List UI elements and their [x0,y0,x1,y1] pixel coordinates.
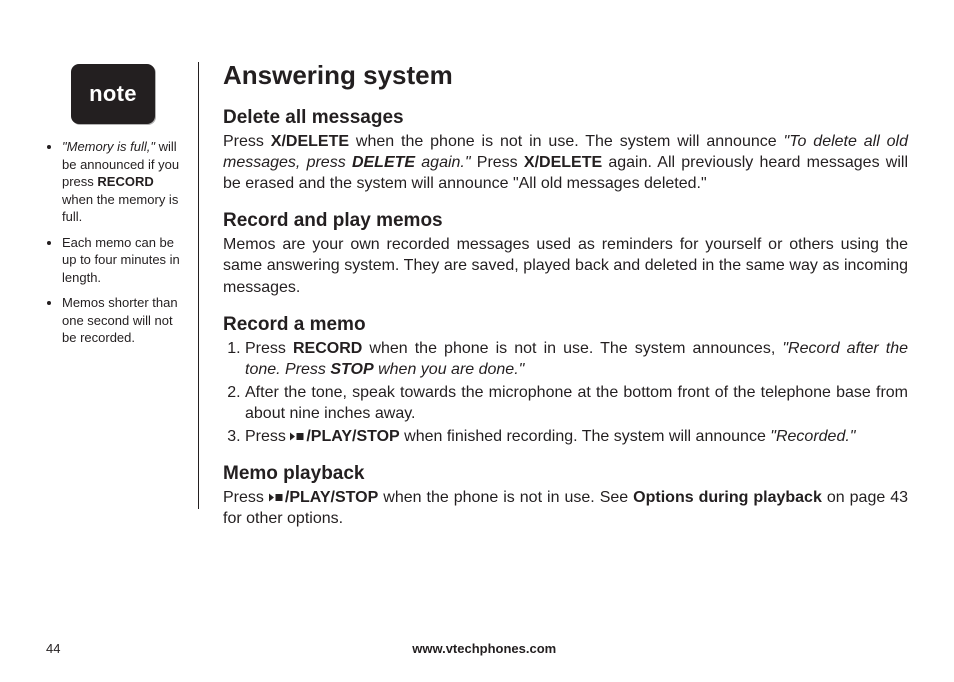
list-item: Each memo can be up to four minutes in l… [62,234,180,287]
voice-prompt: again." [415,154,471,171]
list-item: Memos shorter than one second will not b… [62,294,180,347]
cross-ref: Options during playback [633,489,822,506]
note-text: when the memory is full. [62,192,178,225]
list-item: Press /PLAY/STOP when finished recording… [245,426,908,447]
note-bullets: "Memory is full," will be announced if y… [46,138,180,347]
text: when the phone is not in use. The system… [362,340,782,357]
footer-url: www.vtechphones.com [60,641,908,656]
text: Press [223,489,269,506]
page-title: Answering system [223,60,908,91]
key-label: X/DELETE [524,154,602,171]
play-stop-icon [269,488,285,499]
voice-prompt-key: STOP [330,361,373,378]
voice-prompt: "Recorded." [770,428,855,445]
voice-prompt: when you are done." [374,361,525,378]
manual-page: note "Memory is full," will be announced… [0,0,954,682]
section-heading-record: Record a memo [223,314,908,336]
page-footer: 44 www.vtechphones.com [46,641,908,656]
text: when the phone is not in use. See [378,489,633,506]
section-heading-playback: Memo playback [223,463,908,485]
note-bold: RECORD [97,174,153,189]
note-sidebar: note "Memory is full," will be announced… [46,60,198,355]
record-steps: Press RECORD when the phone is not in us… [223,338,908,448]
section-heading-delete: Delete all messages [223,107,908,129]
key-label: /PLAY/STOP [306,428,399,445]
text: Press [245,340,293,357]
key-label: X/DELETE [271,133,349,150]
note-badge: note [71,64,155,124]
list-item: After the tone, speak towards the microp… [245,382,908,424]
paragraph: Memos are your own recorded messages use… [223,234,908,297]
note-italic: "Memory is full," [62,139,155,154]
text: when finished recording. The system will… [400,428,771,445]
list-item: "Memory is full," will be announced if y… [62,138,180,226]
list-item: Press RECORD when the phone is not in us… [245,338,908,380]
text: Press [223,133,271,150]
key-label: /PLAY/STOP [285,489,378,506]
text: when the phone is not in use. The system… [349,133,784,150]
section-heading-recplay: Record and play memos [223,210,908,232]
text: Press [471,154,524,171]
play-stop-icon [290,427,306,438]
page-number: 44 [46,641,60,656]
key-label: RECORD [293,340,362,357]
paragraph: Press /PLAY/STOP when the phone is not i… [223,487,908,529]
voice-prompt-key: DELETE [352,154,415,171]
main-column: Answering system Delete all messages Pre… [199,60,908,529]
content-row: note "Memory is full," will be announced… [46,60,908,529]
paragraph: Press X/DELETE when the phone is not in … [223,131,908,194]
text: Press [245,428,290,445]
